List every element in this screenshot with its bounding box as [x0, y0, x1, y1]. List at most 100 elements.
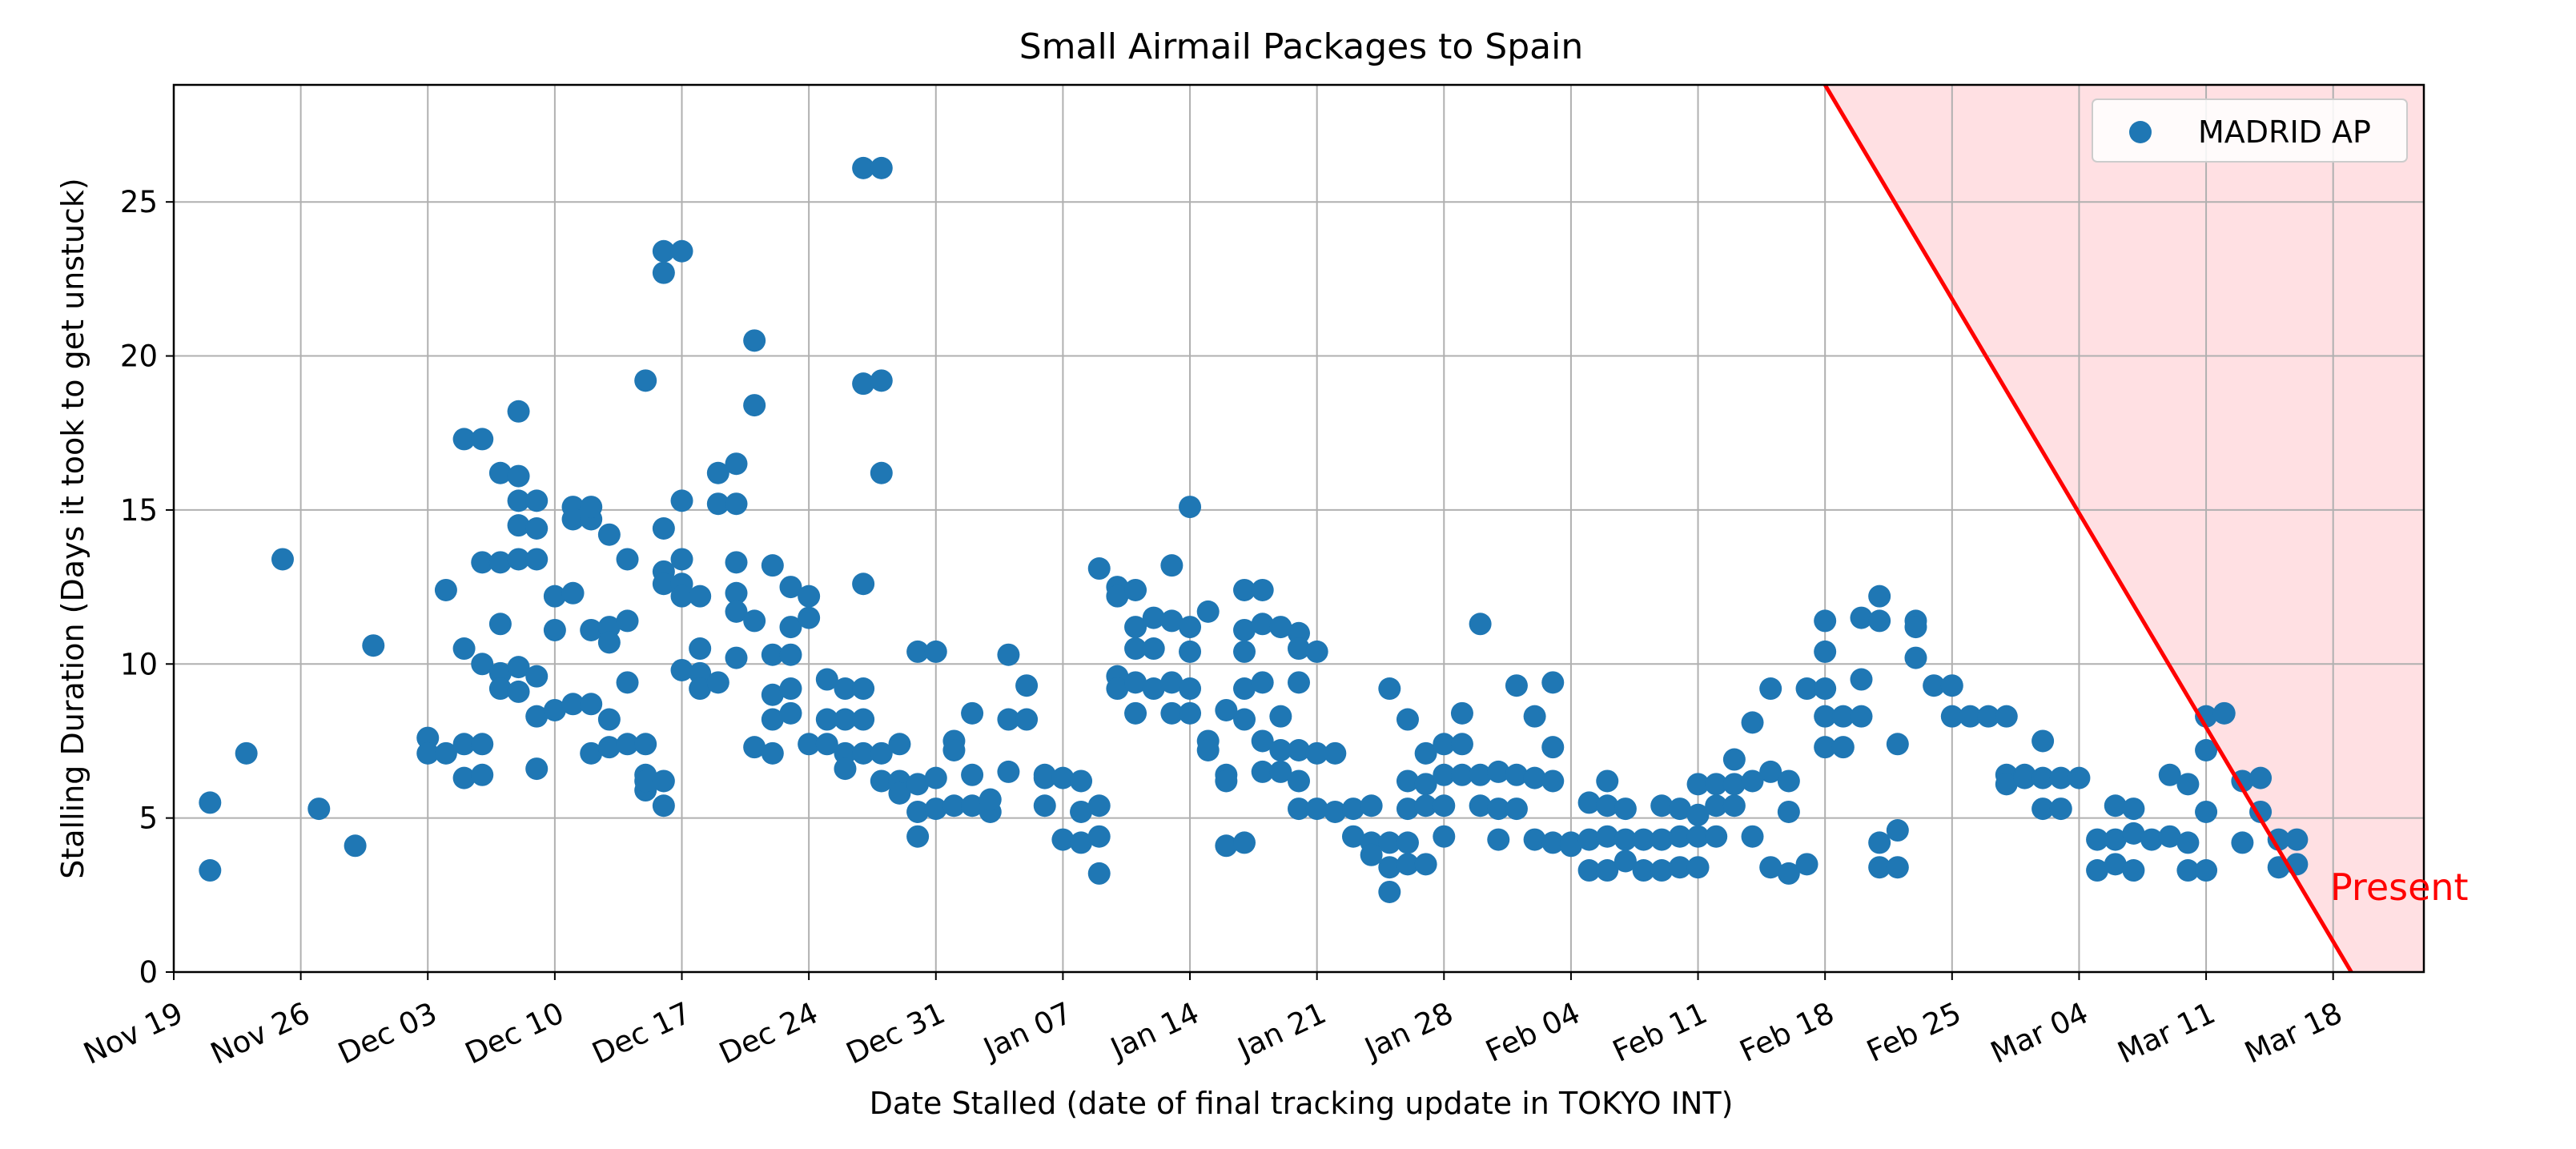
y-tick-label: 10	[120, 647, 158, 681]
data-point	[815, 668, 838, 691]
data-point	[2249, 766, 2273, 789]
data-point	[1288, 797, 1310, 821]
data-point	[1722, 794, 1746, 818]
data-point	[1033, 794, 1056, 818]
data-point	[1614, 797, 1637, 821]
data-point	[2195, 859, 2218, 882]
data-point	[488, 677, 512, 701]
data-point	[1288, 739, 1310, 761]
data-point	[761, 708, 784, 731]
data-point	[689, 677, 712, 701]
chart-title: Small Airmail Packages to Spain	[1019, 26, 1583, 67]
axes-frame	[172, 83, 2425, 974]
data-point	[1831, 705, 1855, 728]
data-point	[1070, 769, 1093, 793]
data-point	[580, 496, 603, 519]
data-point	[761, 683, 784, 706]
data-point	[743, 394, 766, 417]
data-point	[1523, 828, 1546, 851]
future-shaded-region	[1825, 85, 2424, 972]
data-point	[924, 797, 947, 821]
data-point	[525, 517, 549, 540]
data-point	[235, 741, 258, 765]
data-point	[798, 733, 821, 756]
data-point	[1505, 797, 1528, 821]
data-point	[906, 825, 930, 848]
data-point	[1324, 800, 1347, 823]
data-point	[1196, 600, 1220, 623]
data-point	[1269, 760, 1292, 783]
present-annotation: Present	[2330, 866, 2469, 909]
data-point	[1995, 773, 2018, 796]
data-point	[1233, 578, 1256, 601]
data-point	[543, 698, 566, 721]
data-point	[706, 461, 729, 484]
data-point	[1070, 831, 1093, 854]
data-point	[1269, 616, 1292, 639]
data-point	[1886, 819, 1909, 842]
data-point	[2031, 766, 2055, 789]
data-point	[307, 797, 331, 821]
data-point	[1814, 640, 1837, 663]
data-point	[1705, 794, 1728, 818]
data-point	[1577, 791, 1601, 814]
data-point	[942, 794, 966, 818]
data-point	[1124, 578, 1147, 601]
data-point	[1741, 825, 1764, 848]
data-point	[1015, 708, 1039, 731]
y-tick-label: 20	[120, 339, 158, 374]
data-point	[1414, 773, 1437, 796]
data-point	[1106, 677, 1129, 701]
data-point	[416, 726, 440, 749]
data-point	[779, 616, 802, 639]
data-point	[1396, 708, 1419, 731]
data-point	[1142, 637, 1165, 661]
data-point	[2049, 766, 2072, 789]
data-point	[488, 661, 512, 685]
data-point	[1215, 834, 1238, 858]
data-point	[1668, 825, 1691, 848]
data-point	[543, 618, 566, 641]
data-point	[1179, 496, 1202, 519]
data-point	[761, 554, 784, 577]
data-point	[2176, 773, 2200, 796]
data-point	[1233, 640, 1256, 663]
data-point	[743, 736, 766, 759]
data-point	[942, 739, 966, 761]
data-point	[1650, 794, 1674, 818]
data-point	[1904, 616, 1927, 639]
data-point	[1505, 763, 1528, 786]
data-point	[2176, 831, 2200, 854]
data-point	[1179, 616, 1202, 639]
data-point	[725, 646, 748, 669]
data-point	[1741, 711, 1764, 734]
data-point	[2104, 828, 2127, 851]
data-point	[416, 741, 440, 765]
data-point	[1160, 701, 1184, 725]
data-point	[888, 733, 911, 756]
data-point	[961, 794, 984, 818]
data-point	[1269, 705, 1292, 728]
data-point	[1577, 859, 1601, 882]
data-point	[1940, 674, 1963, 697]
data-point	[1360, 794, 1383, 818]
data-point	[1450, 763, 1473, 786]
data-point	[1215, 769, 1238, 793]
data-point	[1722, 773, 1746, 796]
legend: MADRID AP	[2092, 98, 2408, 163]
data-point	[852, 741, 875, 765]
data-point	[1433, 825, 1456, 848]
data-point	[2104, 853, 2127, 876]
data-point	[924, 640, 947, 663]
y-tick-label: 15	[120, 493, 158, 528]
data-point	[1868, 585, 1891, 608]
data-point	[1777, 862, 1800, 885]
data-point	[634, 369, 657, 392]
y-tick-label: 25	[120, 185, 158, 219]
data-point	[561, 581, 585, 605]
data-point	[1087, 794, 1111, 818]
data-point	[798, 585, 821, 608]
data-point	[997, 760, 1020, 783]
data-point	[1831, 736, 1855, 759]
